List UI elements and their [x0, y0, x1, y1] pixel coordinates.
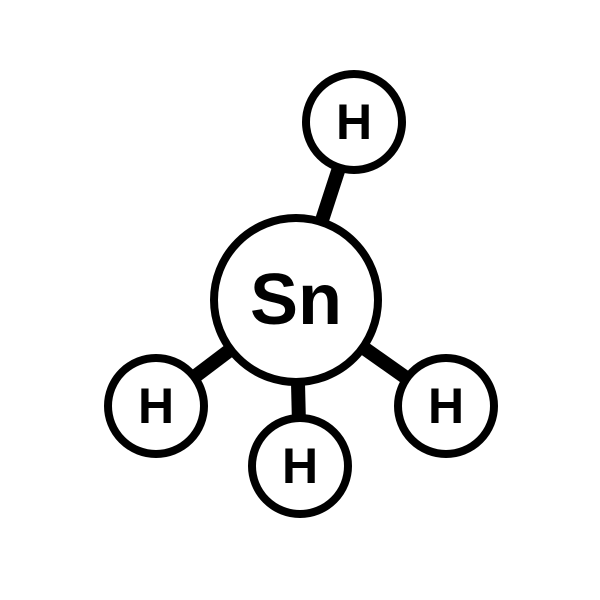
atom-outer-1-label: H: [138, 378, 174, 434]
atom-outer-0-label: H: [336, 94, 372, 150]
atom-outer-3-label: H: [428, 378, 464, 434]
atom-outer-2-label: H: [282, 438, 318, 494]
atom-center-label: Sn: [250, 260, 342, 340]
molecule-diagram: Sn H H H H: [0, 0, 600, 600]
